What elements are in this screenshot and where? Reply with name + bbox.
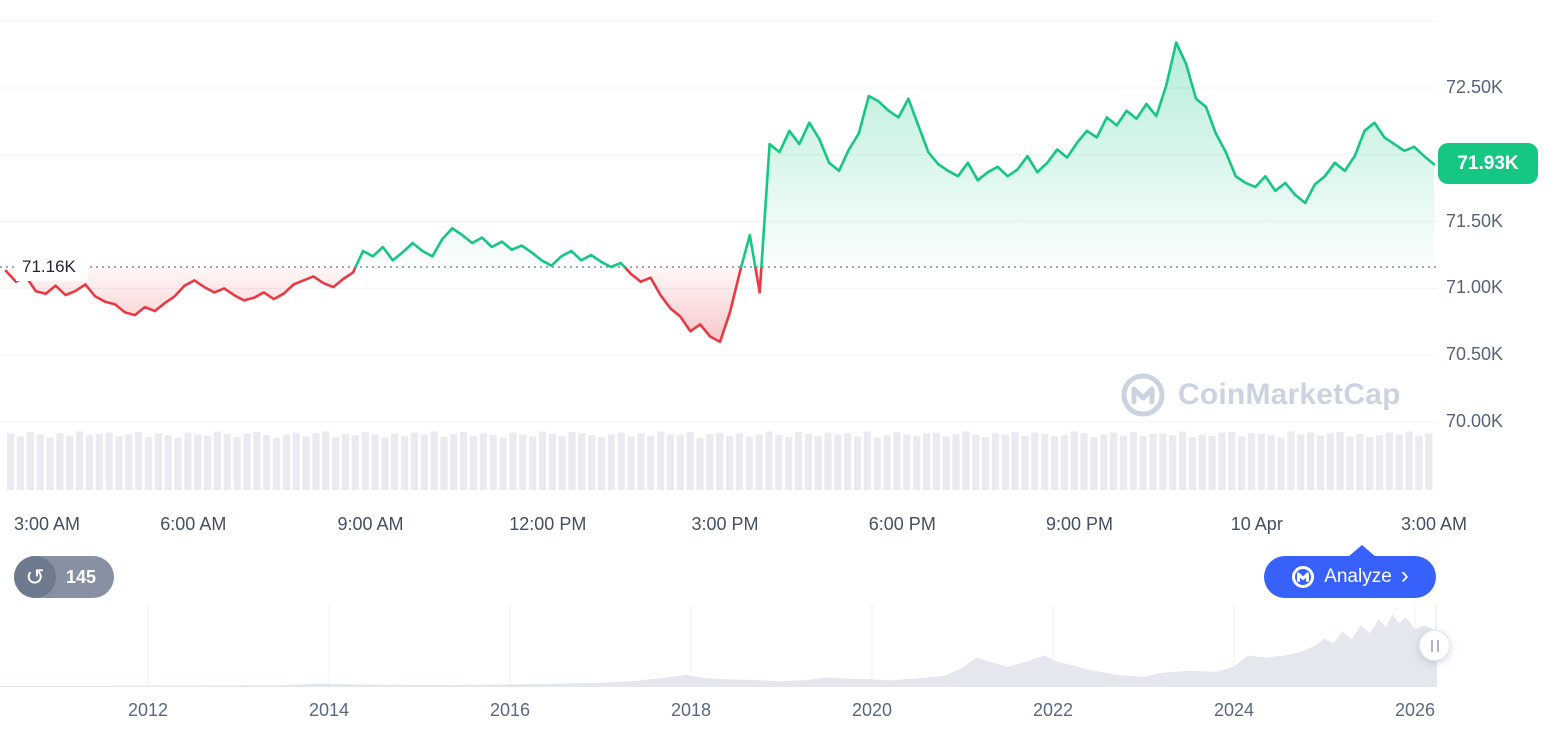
y-axis-label: 71.50K xyxy=(1446,210,1504,231)
navigator-year-label: 2026 xyxy=(1394,700,1436,720)
coinmarketcap-logo-icon xyxy=(1292,566,1315,588)
x-axis-label: 12:00 PM xyxy=(509,514,587,534)
navigator-year-label: 2024 xyxy=(1213,700,1255,720)
range-navigator-canvas[interactable] xyxy=(0,604,1437,690)
coinmarketcap-watermark: CoinMarketCap xyxy=(1120,372,1401,418)
navigator-x-axis: 2012 2014 2016 2018 2020 2022 2024 2026 xyxy=(0,700,1437,724)
x-axis-label: 9:00 AM xyxy=(337,514,404,534)
countdown-value: 145 xyxy=(66,566,97,587)
navigator-year-label: 2018 xyxy=(670,700,712,720)
navigator-year-label: 2012 xyxy=(127,700,169,720)
x-axis-label: 10 Apr xyxy=(1230,514,1283,534)
y-axis-label: 70.50K xyxy=(1446,344,1504,365)
navigator-year-label: 2014 xyxy=(308,700,350,720)
baseline-price-label: 71.16K xyxy=(16,253,88,282)
x-axis-label: 6:00 PM xyxy=(868,514,936,534)
x-axis: 3:00 AM 6:00 AM 9:00 AM 12:00 PM 3:00 PM 6:00… xyxy=(0,514,1490,540)
history-clock-icon: ↺ xyxy=(25,563,45,590)
y-axis-label: 70.00K xyxy=(1446,411,1504,431)
watermark-text: CoinMarketCap xyxy=(1178,378,1401,411)
x-axis-label: 9:00 PM xyxy=(1045,514,1114,534)
x-axis-label: 3:00 AM xyxy=(1400,514,1468,534)
analyze-button[interactable]: Analyze › xyxy=(1264,545,1436,598)
chevron-right-icon: › xyxy=(1400,561,1409,589)
grip-icon xyxy=(1436,639,1439,652)
tooltip-arrow-up xyxy=(1348,545,1376,557)
y-axis-label: 72.50K xyxy=(1446,77,1504,97)
price-chart-canvas[interactable] xyxy=(0,0,1437,500)
navigator-year-label: 2022 xyxy=(1032,700,1074,720)
y-axis-label: 71.00K xyxy=(1446,277,1504,298)
grip-icon xyxy=(1430,639,1433,652)
current-price-badge: 71.93K xyxy=(1438,143,1538,185)
x-axis-label: 3:00 AM xyxy=(14,514,81,534)
history-icon-circle: ↺ xyxy=(14,556,56,598)
x-axis-label: 3:00 PM xyxy=(691,514,759,534)
candle-countdown-badge[interactable]: ↺ 145 xyxy=(14,556,115,598)
analyze-button-label: Analyze xyxy=(1324,566,1392,587)
navigator-year-label: 2016 xyxy=(489,700,531,720)
navigator-resize-handle[interactable] xyxy=(1419,630,1450,661)
x-axis-label: 6:00 AM xyxy=(160,514,227,534)
coinmarketcap-logo-icon xyxy=(1121,373,1165,417)
navigator-year-label: 2020 xyxy=(851,700,893,720)
